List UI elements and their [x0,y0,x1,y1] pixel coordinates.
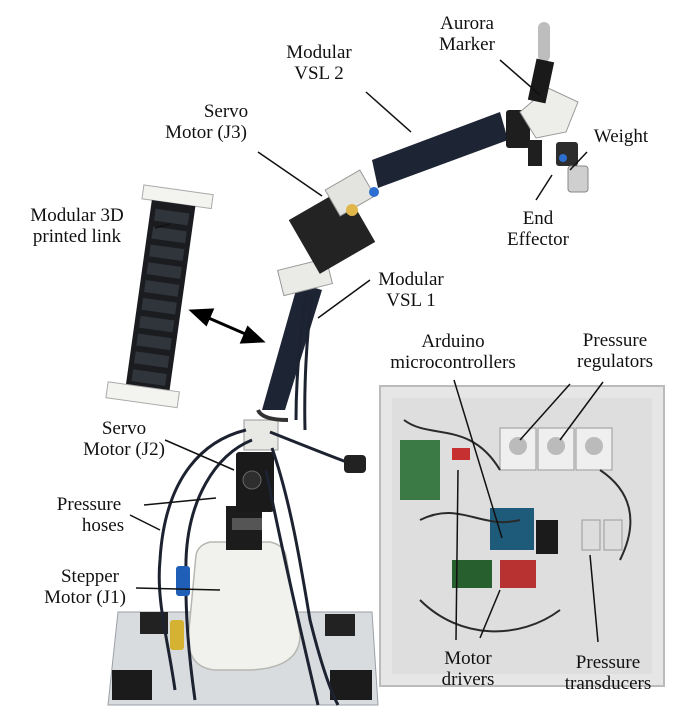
label-arduino-microcontrollers: Arduino microcontrollers [378,331,528,373]
control-enclosure [380,386,664,686]
label-servo-j3: Servo Motor (J3) [150,101,262,143]
servo-j3-cluster [289,170,379,274]
label-aurora-marker: Aurora Marker [425,13,509,55]
label-pressure-regulators: Pressure regulators [562,330,668,372]
stepper-housing [188,506,300,670]
label-weight: Weight [584,126,658,147]
label-modular-3d-printed-link: Modular 3D printed link [2,205,152,247]
label-stepper-j1: Stepper Motor (J1) [30,566,140,608]
pressure-regulator-units [500,428,612,470]
label-end-effector: End Effector [498,208,578,250]
modular-vsl-2-tube [372,110,530,188]
label-modular-vsl-2: Modular VSL 2 [274,42,364,84]
label-modular-vsl-1: Modular VSL 1 [366,269,456,311]
label-pressure-transducers: Pressure transducers [548,652,668,694]
label-servo-j2: Servo Motor (J2) [72,418,176,460]
label-pressure-hoses: Pressure hoses [44,494,134,536]
end-effector-assembly [520,22,588,192]
double-arrow [192,310,262,342]
label-motor-drivers: Motor drivers [428,648,508,690]
